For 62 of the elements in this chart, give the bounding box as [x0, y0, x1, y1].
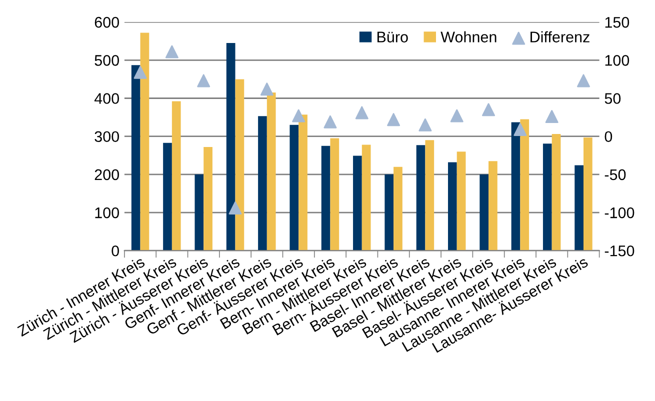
bar	[574, 165, 584, 251]
bar	[456, 152, 466, 251]
bar	[362, 144, 371, 251]
bar	[266, 92, 276, 251]
bar	[194, 174, 204, 251]
bar	[330, 138, 340, 251]
point	[545, 110, 558, 124]
bar	[235, 79, 244, 251]
y2-tick-label: -50	[604, 169, 626, 180]
point	[355, 106, 368, 120]
bar	[384, 174, 394, 251]
y2-tick-label: 100	[605, 55, 630, 66]
y-tick-label: 100	[95, 207, 119, 218]
point	[482, 103, 496, 116]
bar	[290, 124, 299, 251]
legend-label: Wohnen	[440, 31, 496, 42]
bar	[416, 145, 426, 251]
point	[576, 74, 590, 88]
bar	[488, 161, 498, 251]
legend-label: Büro	[377, 32, 408, 42]
y-tick-label: 0	[112, 245, 119, 256]
point	[228, 201, 242, 214]
bar	[172, 101, 181, 251]
y-tick-label: 400	[94, 93, 119, 104]
y2-tick-label: -100	[604, 207, 634, 218]
bar	[520, 119, 530, 251]
bar	[425, 140, 434, 251]
point	[324, 115, 337, 128]
point	[197, 74, 210, 88]
bar	[394, 166, 402, 251]
bar	[552, 134, 561, 251]
bar	[258, 116, 267, 251]
point	[514, 122, 527, 136]
point	[260, 82, 274, 96]
point	[134, 66, 147, 79]
point	[165, 45, 178, 58]
legend-label: Differenz	[530, 31, 590, 42]
y-tick-label: 500	[94, 55, 119, 66]
y2-tick-label: 150	[605, 16, 630, 28]
point	[450, 109, 464, 122]
bar	[542, 144, 552, 251]
bar	[480, 174, 489, 251]
y2-tick-label: 50	[604, 93, 621, 104]
point	[387, 113, 400, 126]
bar	[298, 114, 308, 251]
y-tick-label: 200	[94, 169, 119, 180]
bar	[353, 156, 362, 251]
bar	[321, 146, 330, 251]
bar	[163, 142, 172, 251]
point	[292, 109, 306, 122]
bar	[204, 147, 212, 251]
bar	[140, 32, 150, 251]
y-tick-label: 300	[94, 131, 119, 142]
bar	[583, 137, 592, 251]
y-tick-label: 600	[94, 16, 119, 28]
point	[418, 118, 432, 132]
bar	[131, 65, 140, 251]
y2-tick-label: 0	[604, 131, 612, 142]
bar	[511, 122, 520, 251]
bar	[226, 43, 236, 251]
y2-tick-label: -150	[604, 245, 634, 256]
bar	[448, 162, 457, 251]
